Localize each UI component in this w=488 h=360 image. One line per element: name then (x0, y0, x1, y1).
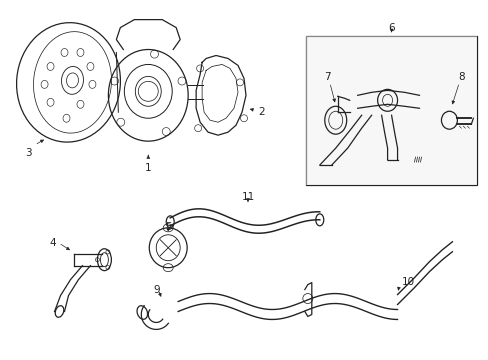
Bar (305, 36, 476, 185)
Text: 10: 10 (401, 276, 414, 287)
Text: 9: 9 (153, 285, 159, 294)
Text: 5: 5 (164, 222, 171, 232)
Bar (305, 36, 476, 185)
Text: 7: 7 (324, 72, 330, 82)
Text: 4: 4 (49, 238, 56, 248)
Text: 1: 1 (144, 163, 151, 173)
Text: 2: 2 (258, 107, 264, 117)
Text: 6: 6 (387, 23, 394, 33)
Text: 3: 3 (25, 148, 32, 158)
Text: 11: 11 (241, 192, 254, 202)
Text: 8: 8 (457, 72, 464, 82)
